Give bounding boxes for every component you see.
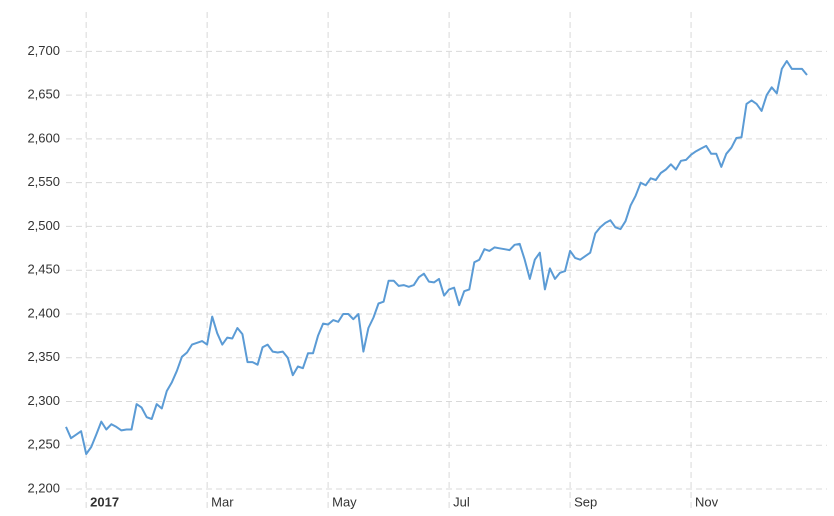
y-tick-label: 2,200 [27, 480, 60, 495]
x-tick-label: Sep [574, 494, 597, 509]
y-tick-label: 2,600 [27, 130, 60, 145]
price-line [65, 60, 808, 455]
y-tick-label: 2,250 [27, 437, 60, 452]
y-tick-label: 2,450 [27, 262, 60, 277]
x-tick-label: Nov [695, 494, 719, 509]
y-tick-label: 2,400 [27, 305, 60, 320]
y-tick-label: 2,650 [27, 87, 60, 102]
y-tick-label: 2,550 [27, 174, 60, 189]
x-tick-label: Jul [453, 494, 470, 509]
x-tick-label: May [332, 494, 357, 509]
x-tick-label: 2017 [90, 494, 119, 509]
x-tick-label: Mar [211, 494, 234, 509]
y-tick-label: 2,350 [27, 349, 60, 364]
y-tick-label: 2,300 [27, 393, 60, 408]
y-tick-label: 2,500 [27, 218, 60, 233]
y-tick-label: 2,700 [27, 43, 60, 58]
